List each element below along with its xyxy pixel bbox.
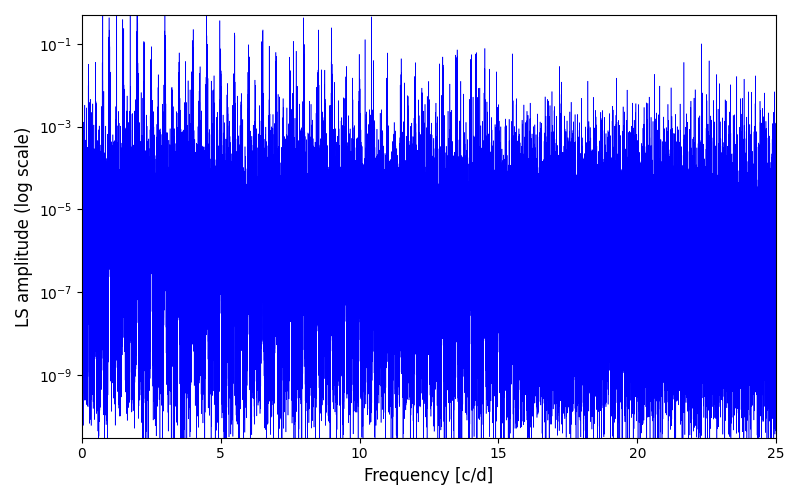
X-axis label: Frequency [c/d]: Frequency [c/d]	[364, 467, 494, 485]
Y-axis label: LS amplitude (log scale): LS amplitude (log scale)	[15, 126, 33, 326]
